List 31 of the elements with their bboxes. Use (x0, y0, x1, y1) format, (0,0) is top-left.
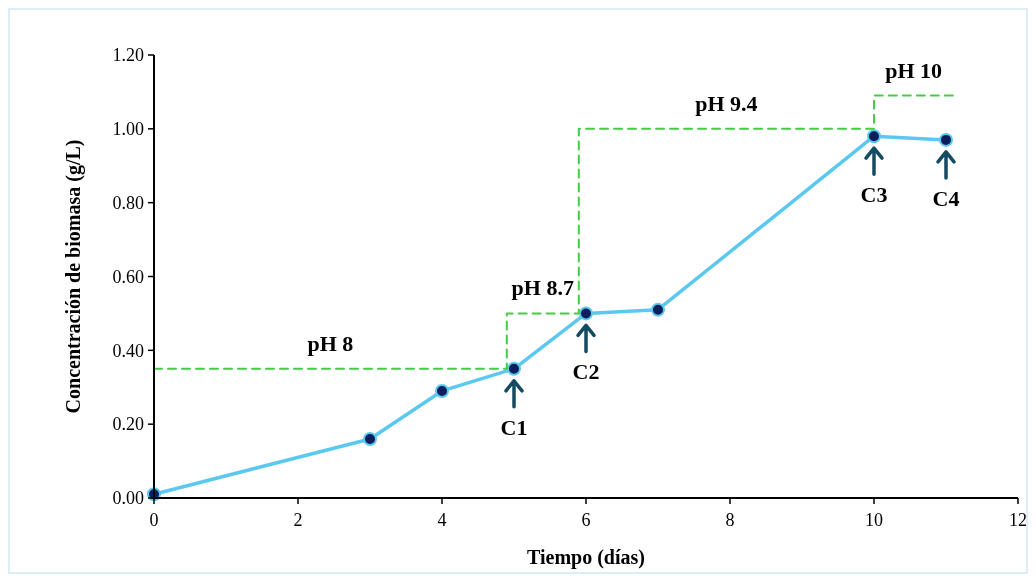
point (651, 302, 665, 317)
x-axis-title: Tiempo (días) (527, 546, 645, 569)
x-tick-label: 2 (293, 510, 303, 530)
x-tick-label: 8 (725, 510, 735, 530)
annotation: pH 8 (307, 330, 354, 356)
y-axis-title: Concentración de biomasa (g/L) (62, 139, 85, 414)
y-tick-label: 0.20 (112, 414, 144, 435)
y-tick-label: 0.80 (112, 192, 144, 213)
y-tick-label: 1.00 (112, 119, 144, 140)
annotation: C2 (572, 359, 600, 385)
y-tick-label: 0.40 (112, 340, 144, 361)
point (435, 383, 449, 398)
annotation: C4 (932, 185, 960, 211)
x-tick-label: 0 (149, 510, 159, 530)
y-tick-label: 1.20 (112, 45, 144, 66)
x-tick-label: 4 (437, 510, 447, 530)
y-tick-label: 0.60 (112, 266, 144, 287)
x-tick-label: 6 (581, 510, 591, 530)
point (939, 132, 953, 147)
point (579, 306, 593, 321)
point (867, 129, 881, 144)
point (363, 431, 377, 446)
annotation: C1 (500, 414, 528, 440)
y-tick-label: 0.00 (112, 488, 144, 509)
annotation: pH 9.4 (695, 90, 758, 116)
annotation: pH 10 (885, 57, 943, 83)
point (507, 361, 521, 376)
annotation: C3 (860, 182, 888, 208)
annotation: pH 8.7 (511, 275, 574, 301)
x-tick-label: 12 (1009, 510, 1027, 530)
x-tick-label: 10 (865, 510, 883, 530)
